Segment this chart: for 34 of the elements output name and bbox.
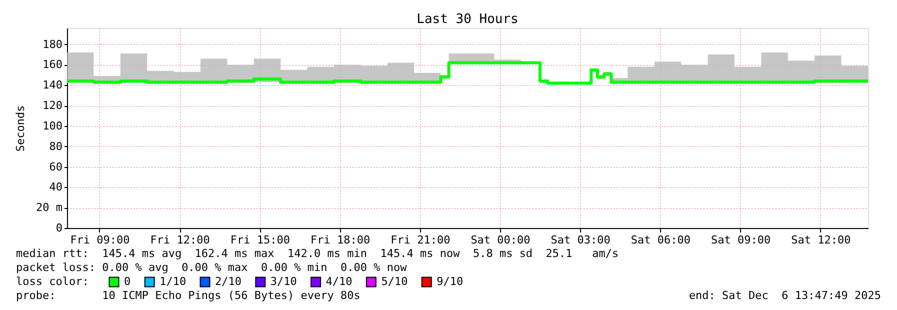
legend-label: 9/10 [436, 275, 464, 288]
x-tick-label: Fri 21:00 [390, 234, 450, 246]
x-tick-label: Sat 09:00 [710, 234, 771, 246]
y-tick-label: 120 [42, 99, 62, 112]
x-tick-label: Fri 18:00 [310, 234, 370, 246]
x-tick-label: Fri 12:00 [150, 234, 210, 246]
legend-label: 0 [124, 275, 131, 288]
x-tick-label: Sat 03:00 [550, 234, 610, 246]
legend-label: 1/10 [160, 275, 186, 288]
y-axis-title: Seconds [14, 105, 28, 152]
text: end: Sat Dec 6 13:47:49 2025 [688, 289, 881, 302]
y-tick-label: 100 [42, 119, 62, 132]
y-tick-label: 140 [42, 78, 62, 92]
x-tick-label: Fri 15:00 [230, 234, 290, 246]
x-tick-label: Sat 00:00 [470, 234, 530, 246]
text: probe: 10 ICMP Echo Pings (56 Bytes) every 80s [16, 289, 360, 302]
y-tick-label: 20 m [36, 201, 63, 214]
y-tick-label: 40 [49, 180, 62, 194]
legend-label: 2/10 [215, 275, 242, 288]
legend-label: 4/10 [326, 275, 352, 288]
legend-label: 3/10 [270, 275, 297, 288]
x-tick-label: Sat 12:00 [791, 234, 851, 246]
y-tick-label: 160 [42, 58, 62, 72]
y-tick-label: 180 [42, 38, 62, 51]
text: median rtt: 145.4 ms avg 162.4 ms max 142.0 ms min 145.4 ms now 5.8 ms sd 25.1 am/s [16, 247, 619, 260]
y-tick-label: 0 [56, 222, 62, 234]
text: packet loss: 0.00 % avg 0.00 % max 0.00 % min 0.00 % now [16, 261, 408, 274]
legend-title: loss color: [16, 275, 89, 288]
chart-title: Last 30 Hours [416, 12, 518, 27]
legend-label: 5/10 [381, 275, 408, 288]
y-tick-label: 80 [49, 140, 62, 153]
x-tick-label: Sat 06:00 [630, 234, 690, 246]
x-tick-label: Fri 09:00 [70, 234, 130, 246]
y-tick-label: 60 [49, 160, 62, 174]
